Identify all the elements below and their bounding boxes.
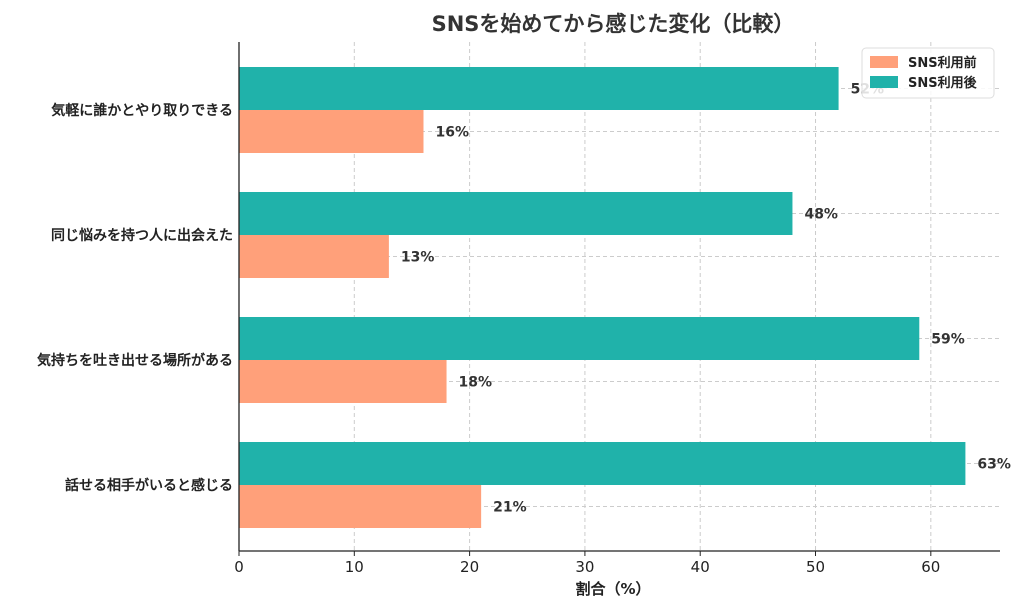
bar-before bbox=[239, 235, 389, 278]
legend: SNS利用前 SNS利用後 bbox=[861, 47, 995, 99]
legend-label: SNS利用後 bbox=[908, 75, 978, 91]
legend-label: SNS利用前 bbox=[908, 55, 977, 71]
legend-swatch bbox=[870, 76, 898, 88]
chart-title: SNSを始めてから感じた変化（比較） bbox=[432, 12, 795, 36]
category-label: 同じ悩みを持つ人に出会えた bbox=[51, 227, 233, 244]
bar-value-label: 16% bbox=[435, 125, 469, 141]
bar-before bbox=[239, 485, 482, 528]
x-tick-label: 40 bbox=[691, 558, 710, 576]
bar-after bbox=[239, 442, 966, 485]
bar-value-label: 21% bbox=[493, 500, 527, 516]
category-label: 気持ちを吐き出せる場所がある bbox=[37, 352, 233, 369]
bar-value-label: 13% bbox=[401, 250, 435, 266]
x-tick-label: 10 bbox=[345, 558, 364, 576]
x-tick-label: 20 bbox=[460, 558, 479, 576]
axes: 気軽に誰かとやり取りできる同じ悩みを持つ人に出会えた気持ちを吐き出せる場所がある… bbox=[37, 42, 1000, 576]
bar-value-label: 59% bbox=[931, 332, 965, 348]
bar-before bbox=[239, 360, 447, 403]
bar-before bbox=[239, 110, 424, 153]
category-label: 気軽に誰かとやり取りできる bbox=[51, 102, 233, 119]
x-tick-label: 0 bbox=[234, 558, 244, 576]
x-tick-label: 60 bbox=[921, 558, 940, 576]
x-tick-label: 50 bbox=[806, 558, 825, 576]
bar-value-label: 63% bbox=[977, 457, 1011, 473]
bar-value-label: 18% bbox=[459, 375, 493, 391]
bar-after bbox=[239, 192, 793, 235]
bar-value-label: 48% bbox=[804, 207, 838, 223]
legend-swatch bbox=[870, 56, 898, 68]
bar-after bbox=[239, 317, 920, 360]
x-tick-label: 30 bbox=[575, 558, 594, 576]
bars: 52%16%48%13%59%18%63%21% bbox=[239, 67, 1011, 528]
category-label: 話せる相手がいると感じる bbox=[65, 477, 233, 494]
bar-after bbox=[239, 67, 839, 110]
x-axis-title: 割合（%） bbox=[575, 580, 650, 598]
